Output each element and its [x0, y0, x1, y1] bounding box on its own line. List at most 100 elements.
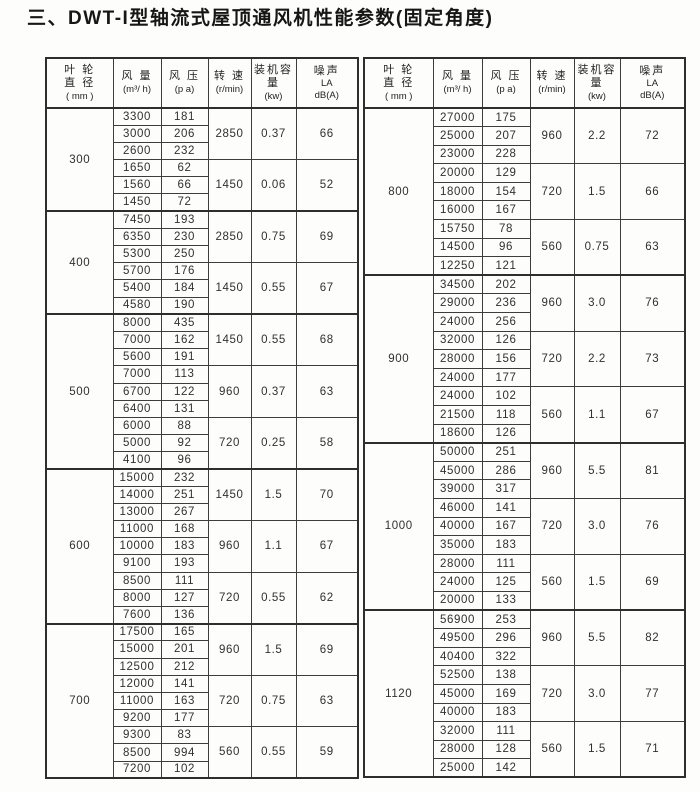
cell-pressure: 96 — [481, 237, 531, 258]
cell-noise: 69 — [295, 210, 359, 264]
cell-speed: 2850 — [207, 107, 252, 161]
table-row: 29000 236 — [364, 293, 685, 314]
table-row: 8500 994 — [46, 743, 358, 762]
header-speed-line: (r/min) — [538, 84, 566, 96]
cell-pressure: 168 — [160, 519, 209, 539]
table-row: 5300 250 — [46, 244, 358, 264]
table-row: 14500 96 — [364, 237, 685, 258]
cell-pressure: 102 — [481, 386, 531, 406]
header-capacity-line: 装机容量 — [254, 63, 293, 90]
cell-pressure: 184 — [160, 279, 209, 298]
cell-airflow: 40000 — [432, 516, 483, 537]
cell-airflow: 24000 — [432, 312, 483, 332]
table-row: 40000 167 — [364, 516, 685, 537]
cell-pressure: 232 — [160, 467, 209, 487]
header-pressure-line: 风 压 — [168, 70, 201, 83]
cell-airflow: 3300 — [112, 106, 162, 126]
cell-pressure: 251 — [160, 485, 209, 504]
table-row: 9300 83 560 0.55 59 — [46, 726, 359, 779]
cell-speed: 720 — [207, 674, 252, 728]
cell-pressure: 62 — [160, 159, 209, 178]
header-noise-line: LA — [320, 78, 333, 90]
cell-airflow: 8000 — [112, 588, 162, 607]
cell-airflow: 29000 — [432, 293, 483, 314]
header-diameter-line: 叶 轮 — [64, 63, 96, 76]
cell-airflow: 4580 — [112, 296, 162, 315]
cell-airflow: 14000 — [112, 485, 162, 504]
cell-capacity: 5.5 — [573, 609, 621, 667]
cell-airflow: 24000 — [432, 572, 483, 592]
cell-pressure: 183 — [481, 702, 531, 723]
cell-capacity: 0.06 — [250, 159, 297, 212]
table-row: 13000 267 — [46, 502, 358, 522]
table-row: 25000 142 — [364, 758, 685, 778]
cell-airflow: 8000 — [112, 313, 162, 332]
cell-pressure: 190 — [160, 296, 209, 315]
cell-airflow: 4100 — [112, 451, 162, 470]
cell-capacity: 0.55 — [250, 726, 297, 779]
cell-airflow: 7000 — [112, 365, 162, 384]
cell-pressure: 111 — [481, 721, 531, 741]
cell-capacity: 1.5 — [573, 721, 621, 778]
page-title: 三、DWT-I型轴流式屋顶通风机性能参数(固定角度) — [27, 8, 494, 29]
table-row: 35000 183 — [364, 535, 685, 555]
header-speed-line: 转 速 — [213, 70, 246, 83]
cell-airflow: 11000 — [112, 691, 162, 711]
cell-airflow: 15000 — [112, 467, 162, 487]
cell-capacity: 0.75 — [573, 219, 621, 276]
table-row: 7000 162 — [46, 330, 358, 350]
cell-noise: 71 — [619, 721, 686, 778]
header-noise: 噪声 LA dB(A) — [619, 57, 686, 109]
header-diameter-line: ( mm ) — [66, 91, 94, 103]
table-row: 5700 176 1450 0.55 67 — [46, 262, 359, 315]
cell-pressure: 111 — [160, 571, 209, 590]
cell-capacity: 1.5 — [250, 622, 297, 676]
cell-speed: 720 — [529, 163, 575, 221]
header-speed-line: 转 速 — [536, 70, 568, 83]
table-row: 39000 317 — [364, 479, 685, 499]
cell-airflow: 32000 — [432, 721, 483, 741]
cell-airflow: 52500 — [432, 665, 483, 685]
table-row: 49500 296 — [364, 628, 685, 648]
cell-pressure: 177 — [481, 367, 531, 388]
cell-pressure: 83 — [160, 726, 209, 745]
cell-noise: 52 — [295, 159, 359, 212]
cell-airflow: 13000 — [112, 502, 162, 522]
cell-speed: 720 — [207, 571, 252, 625]
header-speed: 转 速 (r/min) — [529, 57, 575, 109]
cell-airflow: 21500 — [432, 405, 483, 425]
table-row: 7200 102 — [46, 760, 358, 779]
table-row: 700 17500 165 960 1.5 69 — [45, 622, 359, 779]
cell-speed: 1450 — [207, 313, 252, 367]
spec-table-left: 叶 轮直 径( mm ) 风 量 (m³/ h) 风 压 (p a) 转 速 (r/min)… — [45, 57, 359, 780]
cell-airflow: 15750 — [432, 219, 483, 239]
table-row: 28000 111 560 1.5 69 — [364, 553, 686, 611]
cell-airflow: 49500 — [432, 628, 483, 648]
table-row: 45000 169 — [364, 683, 685, 704]
table-row: 600 15000 232 1450 1.5 70 — [45, 467, 359, 625]
cell-diameter: 600 — [45, 467, 114, 625]
table-row: 15000 201 — [46, 640, 358, 659]
cell-pressure: 175 — [481, 107, 531, 128]
cell-pressure: 207 — [481, 126, 531, 146]
cell-speed: 960 — [529, 609, 575, 667]
table-row: 40000 183 — [364, 702, 685, 723]
cell-airflow: 6350 — [112, 227, 162, 247]
cell-pressure: 167 — [481, 516, 531, 537]
header-noise: 噪声 LA dB(A) — [295, 57, 359, 109]
cell-airflow: 7450 — [112, 210, 162, 229]
cell-speed: 720 — [529, 665, 575, 723]
cell-pressure: 230 — [160, 227, 209, 247]
table-row: 28000 156 — [364, 349, 685, 369]
cell-noise: 76 — [619, 274, 686, 332]
cell-speed: 960 — [529, 441, 575, 499]
table-row: 12000 141 720 0.75 63 — [46, 674, 359, 728]
cell-speed: 960 — [207, 622, 252, 676]
cell-airflow: 24000 — [432, 367, 483, 388]
cell-airflow: 12250 — [432, 256, 483, 276]
cell-pressure: 126 — [481, 330, 531, 351]
cell-pressure: 163 — [160, 691, 209, 711]
table-row: 11000 163 — [46, 691, 358, 711]
table-row: 4580 190 — [46, 296, 358, 315]
